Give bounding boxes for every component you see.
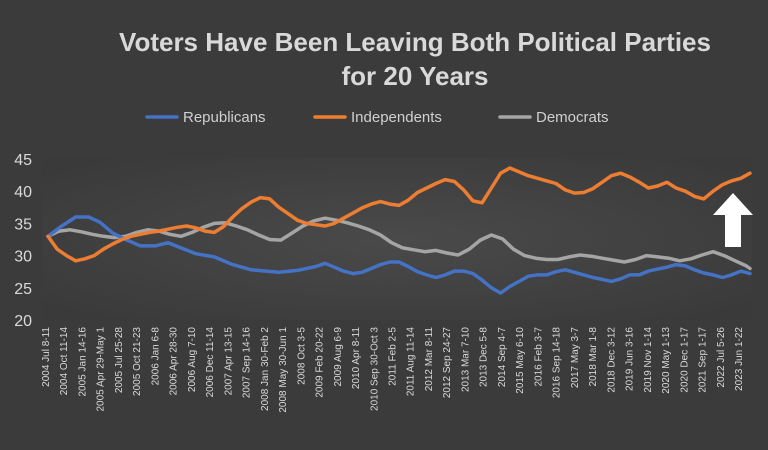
- x-tick-label: 2007 Apr 13-15: [223, 327, 234, 396]
- y-tick-label: 40: [14, 184, 32, 201]
- series-line-independents: [46, 166, 752, 263]
- x-tick-label: 2010 Sep 30-Oct 3: [369, 327, 380, 411]
- chart-title-line-1: Voters Have Been Leaving Both Political …: [119, 27, 711, 57]
- y-tick-label: 35: [14, 216, 32, 233]
- x-tick-label: 2008 Oct 3-5: [296, 327, 307, 385]
- x-tick-label: 2022 Jul 5-26: [716, 327, 727, 388]
- legend-label-democrats: Democrats: [536, 109, 609, 126]
- x-tick-label: 2020 Dec 1-17: [679, 327, 690, 393]
- y-tick-label: 45: [14, 152, 32, 169]
- x-tick-label: 2014 Sep 4-7: [497, 327, 508, 387]
- plot-area: [42, 158, 752, 320]
- x-tick-label: 2016 Sep 14-18: [552, 327, 563, 399]
- x-tick-label: 2020 May 1-13: [661, 327, 672, 394]
- y-tick-label: 30: [14, 249, 32, 266]
- x-tick-label: 2005 Jul 25-28: [114, 327, 125, 394]
- x-tick-label: 2010 Apr 8-11: [351, 327, 362, 390]
- x-tick-label: 2011 Feb 2-5: [388, 327, 399, 386]
- x-tick-label: 2009 Aug 6-9: [333, 327, 344, 387]
- x-tick-label: 2013 Mar 7-10: [460, 327, 471, 392]
- x-tick-label: 2018 Dec 3-12: [606, 327, 617, 393]
- x-tick-label: 2009 Feb 20-22: [315, 327, 326, 398]
- x-tick-label: 2005 Jan 14-16: [77, 327, 88, 397]
- x-tick-label: 2018 Mar 1-8: [588, 327, 599, 387]
- series-line-democrats: [46, 216, 752, 271]
- series-lines: [46, 166, 752, 295]
- x-tick-label: 2004 Jul 8-11: [41, 327, 52, 387]
- up-arrow-icon: [713, 193, 753, 247]
- x-tick-label: 2017 May 3-7: [570, 327, 581, 389]
- x-axis: 2004 Jul 8-11 2004 Oct 11-14 2005 Jan 14-1…: [41, 327, 745, 413]
- x-tick-label: 2019 Jun 3-16: [625, 327, 636, 391]
- x-tick-label: 2015 May 6-10: [515, 327, 526, 394]
- x-tick-label: 2012 Sep 24-27: [442, 327, 453, 399]
- y-axis: 20 25 30 35 40 45: [14, 152, 32, 330]
- x-tick-label: 2007 Sep 14-16: [242, 327, 253, 399]
- x-tick-label: 2006 Dec 11-14: [205, 327, 216, 398]
- x-tick-label: 2006 Apr 28-30: [169, 327, 180, 396]
- x-tick-label: 2005 Oct 21-23: [132, 327, 143, 396]
- y-tick-label: 20: [14, 313, 32, 330]
- chart-title-line-2: for 20 Years: [342, 61, 489, 91]
- y-tick-label: 25: [14, 281, 32, 298]
- legend: Republicans Independents Democrats: [145, 109, 609, 126]
- x-tick-label: 2023 Jun 1-22: [734, 327, 745, 391]
- x-tick-label: 2011 Aug 11-14: [406, 327, 417, 397]
- x-tick-label: 2013 Dec 5-8: [479, 327, 490, 387]
- x-tick-label: 2019 Nov 1-14: [643, 327, 654, 393]
- x-tick-label: 2012 Mar 8-11: [424, 327, 435, 392]
- x-tick-label: 2008 May 30-Jun 1: [278, 327, 289, 413]
- x-tick-label: 2005 Apr 29-May 1: [96, 327, 107, 412]
- legend-label-republicans: Republicans: [183, 109, 266, 126]
- x-tick-label: 2004 Oct 11-14: [59, 327, 70, 396]
- x-tick-label: 2016 Feb 3-7: [533, 327, 544, 387]
- x-tick-label: 2021 Sep 1-17: [698, 327, 709, 393]
- x-tick-label: 2006 Aug 7-10: [187, 327, 198, 392]
- legend-label-independents: Independents: [351, 109, 442, 126]
- series-line-republicans: [46, 215, 752, 295]
- x-tick-label: 2008 Jan 30-Feb 2: [260, 327, 271, 411]
- x-tick-label: 2006 Jan 6-8: [150, 327, 161, 386]
